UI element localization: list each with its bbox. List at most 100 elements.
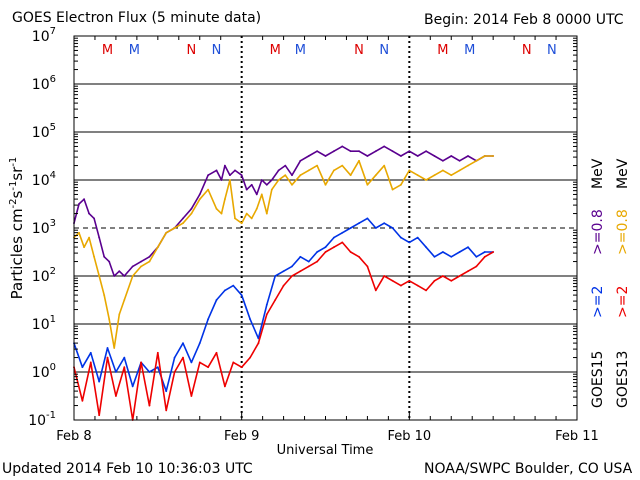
data-point [265,303,268,306]
data-point [408,169,411,172]
data-point [307,260,310,263]
data-point [140,260,142,263]
data-point [458,251,461,253]
data-point [374,150,377,153]
data-point [349,251,352,253]
y-tick-label: 107 [32,26,56,45]
data-point [78,203,80,205]
data-point [349,150,352,153]
data-point [475,265,478,268]
data-point [224,198,226,201]
data-point [165,390,168,393]
data-point [483,251,486,253]
data-point [366,155,369,157]
data-point [332,150,335,153]
data-point [416,284,419,287]
data-point [207,174,210,177]
event-marker: N [547,43,557,58]
data-point [103,294,106,297]
data-point [433,279,436,282]
data-point [433,255,436,258]
data-point [316,260,319,263]
data-point [291,265,293,268]
data-point [307,169,310,172]
data-point [383,275,386,277]
data-point [131,385,134,388]
data-point [400,155,402,157]
data-point [324,251,327,253]
data-point [425,289,427,292]
x-tick-label: Feb 11 [555,429,599,444]
event-marker: N [354,43,364,58]
data-point [265,212,268,215]
data-point [349,227,352,229]
data-point [441,275,444,277]
data-point [190,361,193,364]
data-point [224,164,226,167]
data-point [103,255,106,258]
event-marker: M [464,43,475,58]
data-point [113,347,116,349]
data-point [358,150,360,153]
data-point [467,270,469,273]
y-ticks-layer: 10-1 100 101 102 103 104 105 106 107 [28,26,577,429]
data-point [341,145,344,148]
data-point [115,371,117,373]
data-point [250,183,253,186]
data-point [240,294,243,297]
ylabel-sup2: -1 [8,181,19,191]
data-point [391,279,394,282]
data-point [140,265,142,268]
data-point [374,174,377,177]
data-point [277,169,280,172]
data-point [332,246,335,249]
data-point [198,193,201,196]
ylabel-mid2: sr [8,166,26,181]
data-point [458,275,461,277]
data-point [265,313,268,316]
data-point [391,150,394,153]
data-point [374,289,377,292]
data-point [173,356,176,359]
x-axis-label: Universal Time [277,443,374,458]
ylabel-sup3: -1 [8,157,19,167]
data-point [284,174,287,177]
data-point [156,366,159,369]
data-point [483,255,486,258]
data-point [274,275,277,277]
data-point [240,222,243,225]
data-point [492,155,495,157]
y-axis-label: Particles cm-2s-1sr-1 [8,157,26,300]
data-point [98,236,101,239]
y-tick-label: 105 [32,122,56,141]
data-point [316,164,319,167]
data-point [332,236,335,239]
data-point [207,188,210,191]
event-marker: M [437,43,448,58]
series-line [73,145,494,277]
footer-updated: Updated 2014 Feb 10 10:36:03 UTC [2,461,253,477]
data-point [492,251,495,253]
data-point [108,318,111,321]
data-point [270,179,273,181]
data-point [156,246,159,249]
x-tick-label: Feb 10 [387,429,431,444]
data-point [245,188,248,191]
y-tick-label: 106 [32,74,56,93]
data-point [115,395,117,397]
data-point [467,246,469,249]
event-marker: M [129,43,140,58]
event-marker: N [522,43,532,58]
data-point [282,270,285,273]
data-point [433,174,436,177]
data-point [467,155,469,157]
data-point [316,251,319,253]
data-point [374,227,377,229]
data-point [265,183,268,186]
data-point [291,183,293,186]
data-point [391,188,394,191]
data-point [118,270,121,273]
data-point [274,299,277,301]
data-point [198,342,201,345]
